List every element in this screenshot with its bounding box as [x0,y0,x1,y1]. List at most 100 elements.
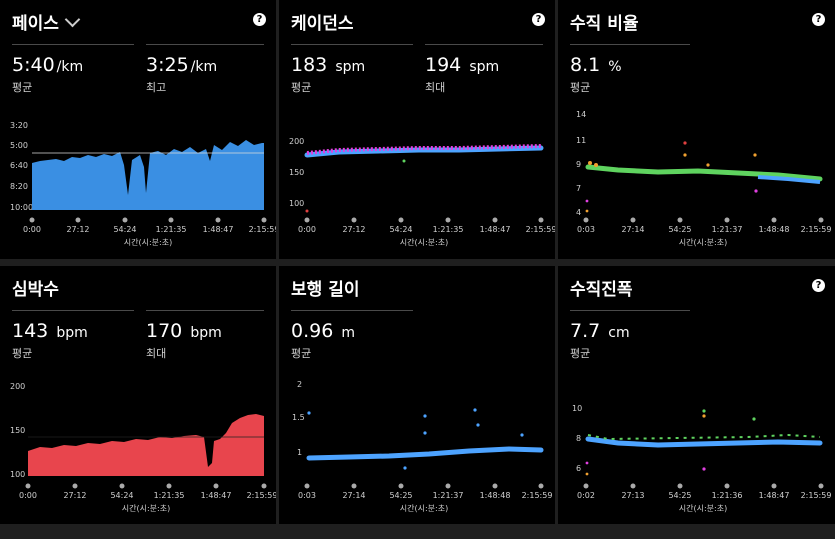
vertical-ratio-panel: 수직 비율 ? 8.1 % 평균 14 11 9 7 4 0:03 27:14 … [558,0,835,259]
vr-point [588,161,592,165]
vo-point [702,409,706,413]
max-cadence-stat: 194 spm 최대 [425,44,543,95]
help-icon[interactable]: ? [812,13,825,26]
panel-title: 케이던스 [291,14,354,34]
x-tick: 1:21:35 [433,225,464,234]
y-tick: 150 [289,168,304,177]
x-axis-label: 시간(시:분:초) [122,503,170,513]
pace-panel: 페이스 ? 5:40/km 평균 3:25/km 최고 3:20 5:00 6:… [0,0,276,259]
x-tick: 2:15:59 [801,225,832,234]
vertical-oscillation-panel: 수직진폭 ? 7.7 cm 평균 10 8 6 0:02 27:13 54:25… [558,266,835,524]
vertical-ratio-chart: 14 11 9 7 4 0:03 27:14 54:25 1:21:37 1:4… [576,110,832,247]
y-tick: 6:40 [10,161,28,170]
stride-point [520,433,524,437]
outlier-point [402,159,406,163]
x-tick: 2:15:59 [801,491,832,500]
x-tick: 27:13 [621,491,644,500]
help-icon[interactable]: ? [532,13,545,26]
vr-point [754,189,758,193]
outlier-point [305,209,309,213]
x-tick: 0:03 [298,491,316,500]
stride-point [473,408,477,412]
y-tick: 7 [576,184,581,193]
vo-point [585,461,589,465]
x-tick: 54:24 [113,225,136,234]
y-tick: 8 [576,434,581,443]
y-tick: 1.5 [292,413,305,422]
vr-point [594,163,598,167]
x-tick: 54:25 [389,491,412,500]
vr-series-blue [757,175,821,184]
x-tick: 2:15:59 [247,491,276,500]
vo-point [702,414,706,418]
pace-area [32,140,264,210]
x-tick: 2:15:59 [526,225,555,234]
x-tick: 1:21:35 [156,225,187,234]
y-tick: 4 [576,208,581,217]
panel-title: 수직 비율 [570,14,639,34]
panel-title: 보행 길이 [291,280,360,300]
x-tick: 54:25 [668,491,691,500]
vr-point [753,153,757,157]
vo-series-blue [585,436,823,448]
panel-title: 수직진폭 [570,280,633,300]
x-tick: 2:15:59 [522,491,553,500]
avg-vertical-ratio-stat: 8.1 % 평균 [570,44,690,95]
cadence-panel: 케이던스 ? 183 spm 평균 194 spm 최대 200 150 100… [279,0,555,259]
heart-rate-area [28,414,264,476]
vr-point [585,209,589,213]
x-axis-label: 시간(시:분:초) [124,237,172,247]
x-tick: 0:02 [577,491,595,500]
x-tick: 27:14 [621,225,644,234]
y-tick: 5:00 [10,141,28,150]
vo-series-green [587,433,821,441]
x-tick: 1:48:47 [480,225,511,234]
help-icon[interactable]: ? [812,279,825,292]
heart-rate-panel: 심박수 143 bpm 평균 170 bpm 최대 200 150 100 0:… [0,266,276,524]
y-ticks: 3:20 5:00 6:40 8:20 10:00 [10,121,33,212]
vr-point [683,141,687,145]
panel-title[interactable]: 페이스 [12,9,81,34]
cadence-chart: 200 150 100 0:00 27:12 54:24 1:21:35 1:4… [289,137,555,247]
help-icon[interactable]: ? [253,13,266,26]
x-ticks: 0:03 27:14 54:25 1:21:37 1:48:48 2:15:59 [577,217,832,234]
x-tick: 1:21:36 [712,491,743,500]
y-tick: 11 [576,136,586,145]
x-axis-label: 시간(시:분:초) [400,503,448,513]
y-tick: 100 [289,199,304,208]
stride-point [307,411,311,415]
stride-point [476,423,480,427]
x-tick: 1:48:47 [203,225,234,234]
avg-stride-length-stat: 0.96 m 평균 [291,310,413,361]
y-tick: 14 [576,110,586,119]
vr-series-green [585,164,823,182]
vr-point [706,163,710,167]
x-tick: 1:21:35 [154,491,185,500]
stride-point [403,466,407,470]
y-tick: 200 [289,137,304,146]
x-tick: 1:21:37 [433,491,464,500]
stride-length-panel: 보행 길이 0.96 m 평균 2 1.5 1 0:03 27:14 54:25… [279,266,555,524]
x-ticks: 0:03 27:14 54:25 1:21:37 1:48:48 2:15:59 [298,483,553,500]
y-tick: 10:00 [10,203,33,212]
stride-point [423,431,427,435]
avg-vertical-oscillation-stat: 7.7 cm 평균 [570,310,690,361]
y-tick: 9 [576,160,581,169]
max-heart-rate-stat: 170 bpm 최대 [146,310,264,361]
vo-point [702,467,706,471]
y-tick: 2 [297,380,302,389]
stride-series [306,446,544,461]
y-tick: 100 [10,470,25,479]
chevron-down-icon[interactable] [64,11,81,28]
x-ticks: 0:02 27:13 54:25 1:21:36 1:48:47 2:15:59 [577,483,832,500]
y-tick: 200 [10,382,25,391]
x-tick: 1:48:47 [201,491,232,500]
x-ticks: 0:00 27:12 54:24 1:21:35 1:48:47 2:15:59 [298,217,555,234]
x-tick: 27:14 [342,491,365,500]
x-tick: 27:12 [342,225,365,234]
panel-title: 심박수 [12,280,59,300]
x-tick: 1:21:37 [712,225,743,234]
x-ticks: 0:00 27:12 54:24 1:21:35 1:48:47 2:15:59 [23,217,276,234]
cadence-series-magenta [306,144,542,155]
x-tick: 0:00 [19,491,37,500]
